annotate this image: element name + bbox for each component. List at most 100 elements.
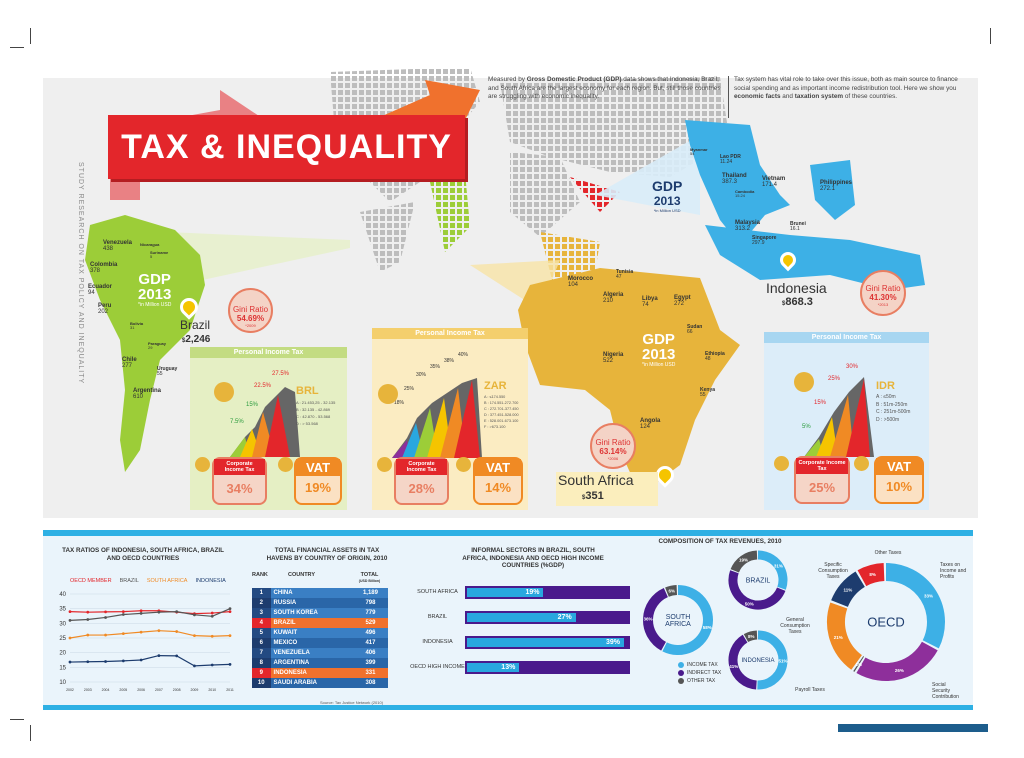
country-argentina: Argentina 610 xyxy=(133,388,162,400)
rate-label: 15% xyxy=(246,402,259,408)
donut-segment xyxy=(757,550,788,590)
intro-gdp: Measured by Gross Domestic Product (GDP)… xyxy=(488,76,721,101)
footer-bar xyxy=(838,724,988,732)
country-suriname: Suriname 5 xyxy=(150,250,169,259)
donut-label: OECD xyxy=(867,614,905,629)
vat-box: VAT 10% xyxy=(874,456,924,504)
assets-source: Source: Tax Justice Network (2010) xyxy=(320,700,384,705)
bracket-list: A : 21.453,25 - 32.135 B : 32.135 - 42.86… xyxy=(296,400,336,426)
x-tick-label: 2006 xyxy=(137,688,145,692)
cart-icon xyxy=(854,456,869,471)
gini-circle-africa: Gini Ratio 63.14% *2006 xyxy=(590,423,636,469)
data-point xyxy=(228,634,232,638)
data-point xyxy=(68,610,72,613)
data-point xyxy=(86,633,90,637)
country-bolivia: Bolivia 31 xyxy=(130,321,144,330)
data-point xyxy=(104,616,107,619)
country-brunei: Brunei 16.1 xyxy=(790,221,806,232)
donut-segment xyxy=(856,641,938,681)
country-cell: MEXICO xyxy=(270,638,353,648)
x-tick-label: 2010 xyxy=(208,688,216,692)
data-point xyxy=(121,610,125,613)
y-tick-label: 15 xyxy=(59,665,66,671)
x-tick-label: 2004 xyxy=(102,688,110,692)
segment-label: 6% xyxy=(669,589,676,594)
rank-cell: 2 xyxy=(252,598,271,608)
donut-segment xyxy=(857,563,885,587)
series-line xyxy=(69,608,231,621)
informal-row: OECD HIGH INCOME 13% xyxy=(410,661,635,674)
country-tunisia: Tunisia 47 xyxy=(616,269,634,280)
bracket-list: A : ≤50m B : 51m-250m C : 251m-500m D : >50… xyxy=(876,394,911,423)
country-malaysia: Malaysia 313.2 xyxy=(735,220,761,232)
data-point xyxy=(228,610,232,613)
corporate-tax-box: Corporate Income Tax 28% xyxy=(394,457,449,505)
oecd-segment-name: Taxes on xyxy=(940,562,960,568)
series-line xyxy=(69,630,231,639)
data-point xyxy=(210,611,214,615)
crop-mark xyxy=(990,28,991,44)
table-row: 9 INDONESIA 331 xyxy=(252,668,388,678)
table-row: 5 KUWAIT 496 xyxy=(252,628,388,638)
rate-label: 7.5% xyxy=(230,419,244,425)
rank-cell: 8 xyxy=(252,658,271,668)
y-tick-label: 20 xyxy=(59,651,66,657)
gini-circle-indonesia: Gini Ratio 41.30% *2013 xyxy=(860,270,906,316)
total-cell: 406 xyxy=(352,648,388,658)
rank-cell: 1 xyxy=(252,588,271,598)
rank-cell: 9 xyxy=(252,668,271,678)
data-point xyxy=(175,610,179,613)
country-name-south-africa: South Africa xyxy=(558,472,634,488)
informal-label: OECD HIGH INCOME xyxy=(410,664,465,671)
country-name-brazil: Brazil xyxy=(180,318,211,332)
rank-cell: 10 xyxy=(252,678,271,688)
composition-legend: INCOME TAX INDIRECT TAX OTHER TAX xyxy=(678,662,721,684)
table-row: 10 SAUDI ARABIA 308 xyxy=(252,678,388,688)
country-ecuador: Ecuador 94 xyxy=(88,284,113,296)
data-point xyxy=(139,609,143,613)
country-paraguay: Paraguay 29 xyxy=(148,341,167,350)
rank-cell: 4 xyxy=(252,618,271,628)
segment-label: 26% xyxy=(895,668,904,673)
currency-label: BRL xyxy=(296,385,319,397)
data-point xyxy=(121,659,125,663)
country-gdp-indonesia: $868.3 xyxy=(782,296,813,308)
gdp-label-africa: GDP 2013 *in Million USD xyxy=(642,331,676,368)
bracket-list: A : ≤174.550 B : 174.551-272.700 C : 272.7… xyxy=(484,395,519,429)
total-cell: 308 xyxy=(352,678,388,688)
data-point xyxy=(139,630,143,634)
country-ethiopia: Ethiopia 48 xyxy=(705,351,725,362)
segment-label: 21% xyxy=(834,635,843,640)
country-cell: KUWAIT xyxy=(270,628,353,638)
rate-label: 27.5% xyxy=(272,371,290,377)
country-thailand: Thailand 387.3 xyxy=(722,173,747,185)
rate-label: 30% xyxy=(416,372,427,378)
country-cambodia: Cambodia 15.24 xyxy=(735,189,755,198)
data-point xyxy=(228,663,232,666)
country-box-south-africa xyxy=(556,472,658,506)
tax-ratio-legend: OECD MEMBER BRAZIL SOUTH AFRICA INDONESI… xyxy=(70,578,226,584)
rate-label: 15% xyxy=(814,400,827,406)
table-row: 8 ARGENTINA 399 xyxy=(252,658,388,668)
table-row: 2 RUSSIA 798 xyxy=(252,598,388,608)
south-america-map xyxy=(85,215,350,472)
oecd-segment-name: Profits xyxy=(940,574,955,580)
informal-bar: 27% xyxy=(465,611,630,624)
assets-header: RANK COUNTRY TOTAL (USD Billion) xyxy=(252,572,381,583)
total-cell: 1,189 xyxy=(352,588,388,598)
series-line xyxy=(69,654,231,667)
country-cell: CHINA xyxy=(270,588,353,598)
rank-cell: 7 xyxy=(252,648,271,658)
tax-bracket-mountain xyxy=(804,377,874,457)
country-peru: Peru 202 xyxy=(98,303,112,315)
total-cell: 331 xyxy=(352,668,388,678)
donut-segment xyxy=(665,585,678,597)
data-point xyxy=(104,660,107,663)
oecd-segment-name: Consumption xyxy=(818,568,848,574)
y-tick-label: 35 xyxy=(59,607,66,613)
crop-mark xyxy=(10,719,24,720)
x-tick-label: 2005 xyxy=(119,688,127,692)
informal-bar: 19% xyxy=(465,586,630,599)
crop-mark xyxy=(30,725,31,741)
